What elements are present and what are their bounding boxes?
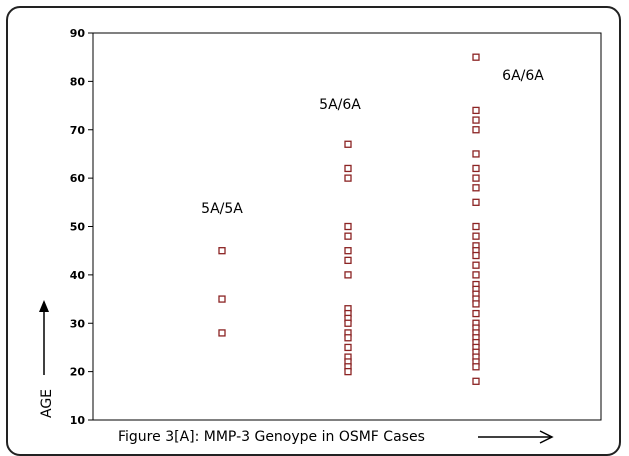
data-point	[344, 343, 352, 352]
x-axis-arrowhead	[539, 430, 554, 444]
data-point	[344, 271, 352, 279]
x-axis-label: Figure 3[A]: MMP-3 Genoype in OSMF Cases	[118, 429, 425, 445]
data-point	[472, 53, 480, 61]
data-point	[344, 319, 352, 327]
y-tick-label: 30	[70, 317, 86, 330]
data-point	[472, 309, 480, 318]
y-tick-label: 60	[70, 172, 86, 185]
data-point	[344, 334, 352, 342]
y-tick-label: 20	[70, 366, 86, 379]
data-point	[472, 232, 480, 240]
data-point	[472, 300, 480, 308]
y-axis-label-group: AGE	[39, 300, 55, 418]
data-point	[344, 140, 352, 148]
y-tick-label: 90	[70, 27, 86, 40]
y-axis-label: AGE	[39, 389, 55, 418]
series-label: 6A/6A	[502, 68, 544, 84]
data-point	[472, 363, 480, 371]
data-point	[472, 271, 480, 279]
data-point	[472, 150, 480, 158]
data-point	[472, 184, 480, 192]
data-point	[472, 222, 480, 231]
data-point	[472, 116, 480, 124]
data-point	[472, 377, 480, 385]
y-tick-label: 70	[70, 124, 86, 137]
data-point	[472, 261, 480, 269]
x-axis-label-group: Figure 3[A]: MMP-3 Genoype in OSMF Cases	[118, 429, 554, 445]
data-point	[472, 164, 480, 173]
y-axis-arrowhead	[39, 300, 49, 312]
data-point	[344, 367, 352, 376]
data-point	[472, 126, 480, 134]
data-point	[472, 251, 480, 260]
data-point	[344, 256, 352, 265]
data-point	[472, 106, 480, 115]
data-point	[344, 222, 352, 231]
data-point	[472, 198, 480, 206]
data-point	[218, 247, 226, 255]
data-points	[218, 53, 480, 385]
series-labels: 5A/5A 5A/6A 6A/6A	[201, 68, 544, 217]
data-point	[344, 232, 352, 240]
data-point	[344, 164, 352, 173]
y-tick-label: 80	[70, 75, 86, 88]
series-label: 5A/6A	[319, 97, 361, 113]
series-label: 5A/5A	[201, 201, 243, 217]
data-point	[344, 174, 352, 182]
data-point	[472, 174, 480, 182]
data-point	[344, 247, 352, 255]
data-point	[218, 295, 226, 303]
y-tick-label: 10	[70, 414, 86, 427]
y-tick-label: 40	[70, 269, 86, 282]
data-point	[218, 329, 226, 337]
y-axis-ticks: 10 20 30 40 50 60 70 80 90	[70, 27, 93, 427]
y-tick-label: 50	[70, 221, 86, 234]
